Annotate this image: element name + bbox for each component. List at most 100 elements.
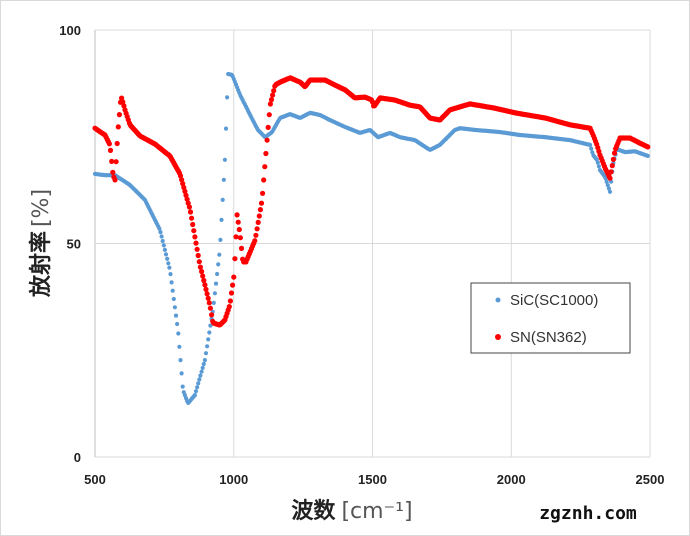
data-point xyxy=(221,177,226,182)
data-point xyxy=(605,183,610,188)
data-point xyxy=(179,177,185,183)
data-point xyxy=(110,169,116,175)
data-point xyxy=(219,217,224,222)
data-point xyxy=(179,371,184,376)
data-point xyxy=(208,323,213,328)
data-point xyxy=(203,351,209,356)
data-point xyxy=(176,331,181,336)
data-point xyxy=(611,150,618,156)
x-tick-label: 2000 xyxy=(497,472,526,487)
data-point xyxy=(186,204,192,210)
data-point xyxy=(162,247,167,252)
data-point xyxy=(256,213,262,219)
data-point xyxy=(201,361,206,367)
y-tick-label: 50 xyxy=(67,237,81,252)
data-point xyxy=(106,141,112,147)
data-point xyxy=(205,344,210,349)
data-point xyxy=(168,272,173,277)
data-point xyxy=(116,112,122,118)
data-point xyxy=(233,234,239,240)
x-tick-label: 500 xyxy=(84,472,106,487)
data-point xyxy=(201,277,207,284)
data-point xyxy=(185,200,191,206)
data-point xyxy=(196,381,201,386)
data-point xyxy=(175,321,180,327)
data-point xyxy=(177,344,182,349)
data-point xyxy=(191,228,197,234)
data-point xyxy=(211,300,216,305)
legend-label-sn: SN(SN362) xyxy=(510,329,587,346)
data-point xyxy=(257,207,263,213)
data-point xyxy=(172,305,177,310)
data-point xyxy=(114,140,120,147)
data-point xyxy=(121,103,127,109)
data-point xyxy=(177,173,184,179)
data-point xyxy=(608,169,614,175)
data-point xyxy=(113,159,119,165)
data-point xyxy=(184,196,190,202)
data-point xyxy=(157,226,162,231)
data-point xyxy=(263,150,269,157)
data-point xyxy=(589,146,594,151)
data-point xyxy=(178,358,183,363)
data-point xyxy=(200,365,205,370)
data-point xyxy=(258,200,265,206)
data-point xyxy=(271,88,277,94)
data-point xyxy=(173,313,179,318)
data-point xyxy=(603,176,608,181)
data-point xyxy=(189,215,195,221)
data-point xyxy=(181,184,187,191)
data-point xyxy=(596,164,602,169)
data-point xyxy=(207,330,212,335)
data-point xyxy=(609,163,615,169)
legend-label-sic: SiC(SC1000) xyxy=(510,292,598,309)
data-point xyxy=(645,144,651,150)
y-axis-label: 放射率[%] xyxy=(28,189,54,298)
data-point xyxy=(202,358,207,363)
data-point xyxy=(159,234,164,239)
data-point xyxy=(610,156,617,162)
data-point xyxy=(215,271,220,277)
data-point xyxy=(198,373,203,378)
legend-marker-sic xyxy=(495,297,501,303)
data-point xyxy=(253,232,259,238)
data-point xyxy=(213,281,219,286)
legend-box xyxy=(470,282,631,354)
data-point xyxy=(264,137,270,143)
tick-labels: 500 1000 1500 2000 2500 0 50 100 xyxy=(59,23,664,487)
data-point xyxy=(167,265,172,270)
data-point xyxy=(165,256,170,261)
x-axis-label: 波数 [cm⁻¹] xyxy=(291,498,412,524)
y-tick-label: 100 xyxy=(59,23,81,38)
data-point xyxy=(222,157,227,162)
data-point xyxy=(195,252,201,259)
data-point xyxy=(225,95,230,100)
data-point xyxy=(203,286,209,292)
data-point xyxy=(192,234,198,240)
data-point xyxy=(266,112,272,118)
data-point xyxy=(228,290,235,296)
data-point xyxy=(187,209,194,215)
data-point xyxy=(262,164,268,170)
x-tick-label: 1500 xyxy=(358,472,387,487)
series-sic xyxy=(92,71,650,405)
data-point xyxy=(232,256,238,262)
data-point xyxy=(182,188,188,194)
data-point xyxy=(218,237,223,242)
data-point xyxy=(645,153,650,158)
data-point xyxy=(267,101,273,107)
watermark: zgznh.com xyxy=(539,503,637,524)
data-point xyxy=(270,92,276,98)
data-point xyxy=(237,235,243,241)
data-point xyxy=(604,179,609,184)
data-point xyxy=(231,274,237,280)
data-point xyxy=(206,337,211,342)
data-point xyxy=(183,192,189,198)
data-point xyxy=(199,369,204,374)
legend: SiC(SC1000) SN(SN362) xyxy=(470,282,631,354)
data-point xyxy=(195,385,200,390)
data-point xyxy=(212,291,217,296)
data-point xyxy=(200,273,206,279)
data-point xyxy=(607,189,613,194)
